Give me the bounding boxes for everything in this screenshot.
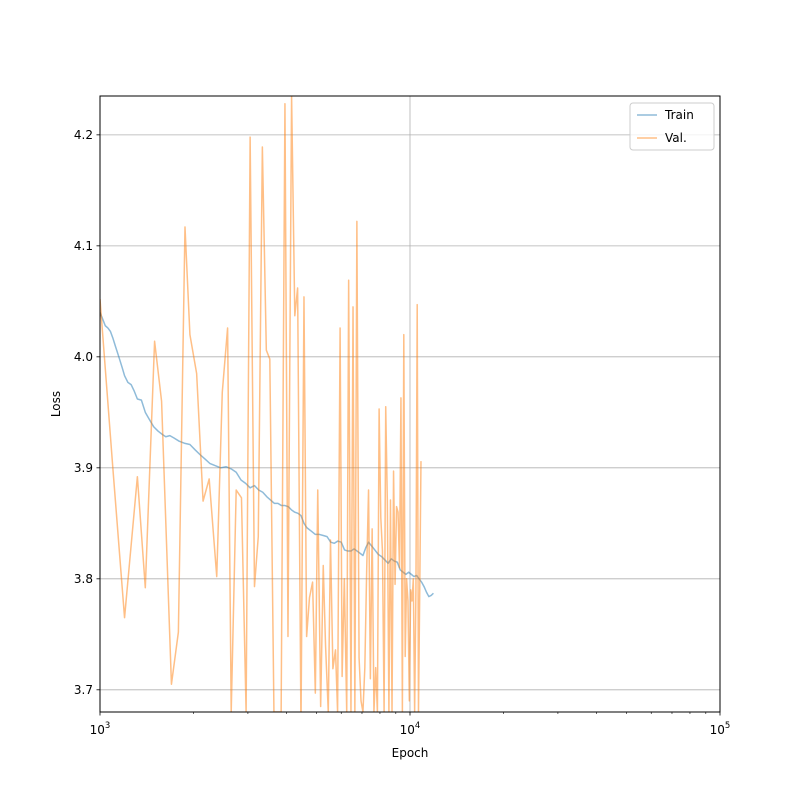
x-tick-label: 105 [710, 721, 731, 737]
x-tick-exponent: 3 [105, 721, 110, 731]
x-tick-label: 104 [400, 721, 421, 737]
x-tick-base: 10 [710, 723, 725, 737]
y-tick-label: 4.0 [74, 350, 93, 364]
legend-label-val: Val. [665, 131, 687, 145]
x-tick-label: 103 [90, 721, 111, 737]
legend-label-train: Train [664, 108, 694, 122]
y-tick-label: 3.7 [74, 683, 93, 697]
y-axis-label: Loss [49, 391, 63, 417]
x-tick-exponent: 4 [415, 721, 420, 731]
y-tick-label: 3.8 [74, 572, 93, 586]
legend: Train Val. [629, 102, 715, 151]
y-tick-label: 4.1 [74, 239, 93, 253]
y-tick-label: 4.2 [74, 128, 93, 142]
x-tick-exponent: 5 [725, 721, 730, 731]
x-tick-base: 10 [400, 723, 415, 737]
y-tick-label: 3.9 [74, 461, 93, 475]
series-layer [100, 96, 434, 712]
x-tick-base: 10 [90, 723, 105, 737]
series-line-val [100, 96, 422, 712]
x-axis-label: Epoch [392, 746, 429, 760]
